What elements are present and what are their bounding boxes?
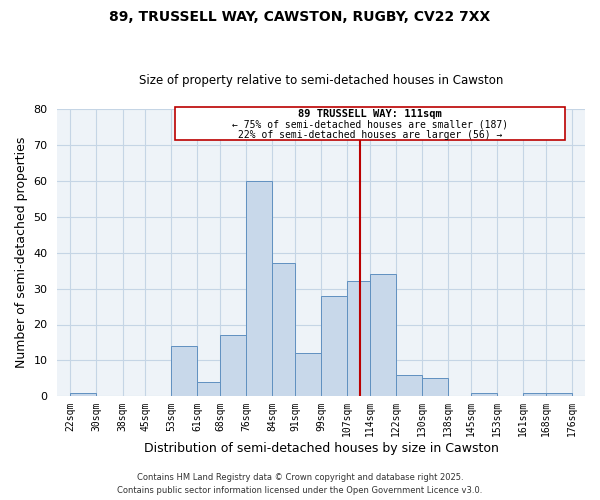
- X-axis label: Distribution of semi-detached houses by size in Cawston: Distribution of semi-detached houses by …: [144, 442, 499, 455]
- Text: 89, TRUSSELL WAY, CAWSTON, RUGBY, CV22 7XX: 89, TRUSSELL WAY, CAWSTON, RUGBY, CV22 7…: [109, 10, 491, 24]
- Text: 22% of semi-detached houses are larger (56) →: 22% of semi-detached houses are larger (…: [238, 130, 502, 140]
- Bar: [172, 346, 197, 397]
- Bar: [321, 296, 347, 396]
- Bar: [272, 264, 295, 396]
- Bar: [197, 382, 220, 396]
- Bar: [70, 392, 97, 396]
- Bar: [523, 392, 546, 396]
- Bar: [370, 274, 396, 396]
- Text: 89 TRUSSELL WAY: 111sqm: 89 TRUSSELL WAY: 111sqm: [298, 108, 442, 118]
- Bar: [471, 392, 497, 396]
- Bar: [396, 375, 422, 396]
- Text: Contains HM Land Registry data © Crown copyright and database right 2025.
Contai: Contains HM Land Registry data © Crown c…: [118, 474, 482, 495]
- Bar: [295, 353, 321, 397]
- Title: Size of property relative to semi-detached houses in Cawston: Size of property relative to semi-detach…: [139, 74, 503, 87]
- Bar: [220, 336, 246, 396]
- Bar: [546, 392, 572, 396]
- Text: ← 75% of semi-detached houses are smaller (187): ← 75% of semi-detached houses are smalle…: [232, 120, 508, 130]
- Bar: [246, 181, 272, 396]
- Bar: [347, 282, 370, 397]
- FancyBboxPatch shape: [175, 107, 565, 140]
- Y-axis label: Number of semi-detached properties: Number of semi-detached properties: [15, 137, 28, 368]
- Bar: [422, 378, 448, 396]
